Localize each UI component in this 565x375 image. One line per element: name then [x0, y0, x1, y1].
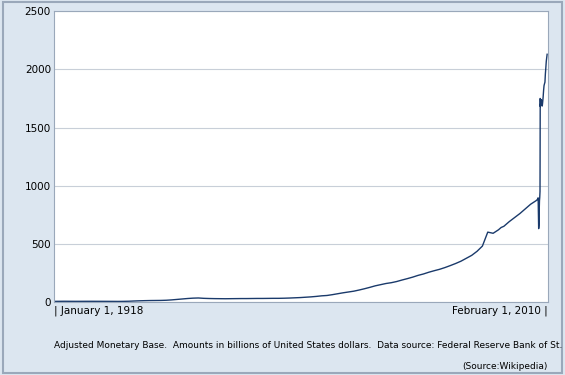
Text: | January 1, 1918: | January 1, 1918 [54, 306, 143, 316]
Text: Adjusted Monetary Base.  Amounts in billions of United States dollars.  Data sou: Adjusted Monetary Base. Amounts in billi… [54, 341, 565, 350]
Text: (Source:Wikipedia): (Source:Wikipedia) [463, 362, 548, 371]
Text: February 1, 2010 |: February 1, 2010 | [453, 306, 548, 316]
